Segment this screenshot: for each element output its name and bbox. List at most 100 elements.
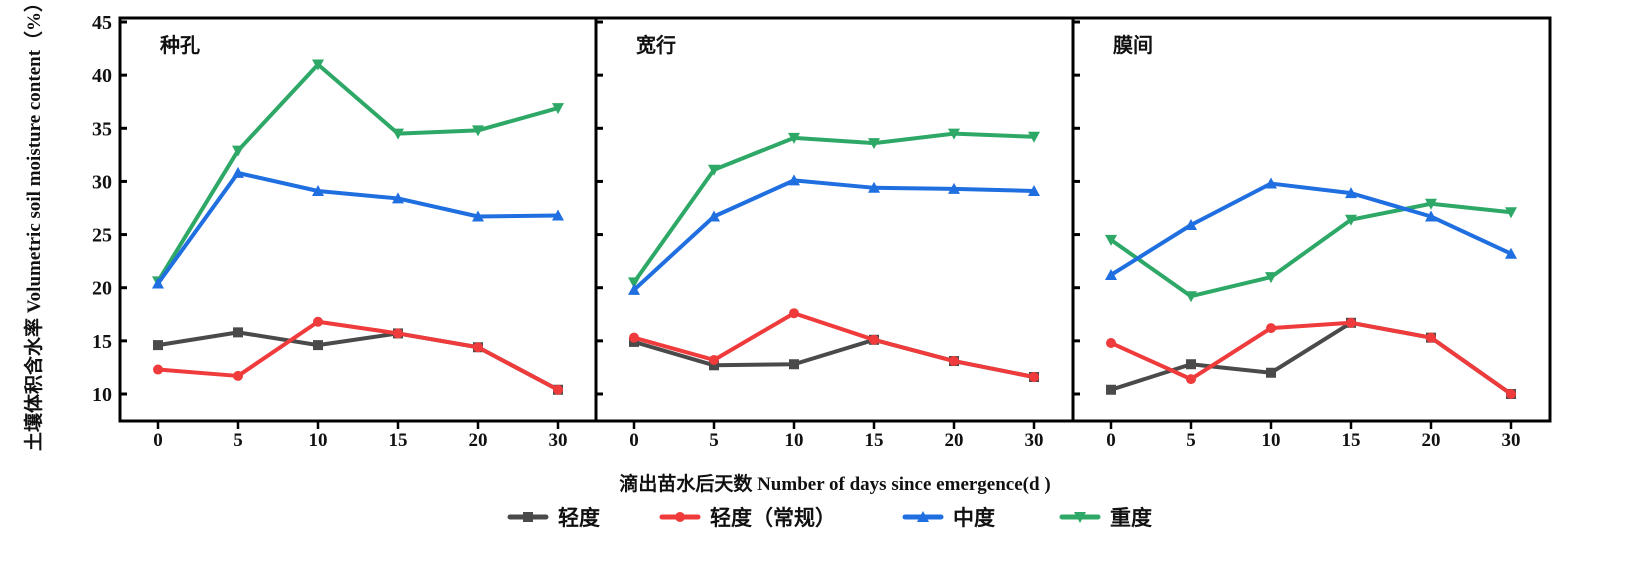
legend: 轻度 轻度（常规） 中度 重度 [507, 506, 1152, 530]
x-tick-label: 10 [1262, 430, 1281, 451]
x-tick-label: 15 [865, 430, 884, 451]
x-tick-label: 5 [1186, 430, 1196, 451]
series-1 [629, 334, 1039, 382]
triangle-up-marker [392, 192, 404, 204]
x-tick-label: 20 [1422, 430, 1441, 451]
triangle-down-marker [392, 128, 404, 140]
series-line [632, 178, 1035, 292]
circle-marker [709, 354, 719, 365]
series-1 [1106, 317, 1516, 399]
triangle-down-marker [708, 164, 720, 176]
legend-item-4: 重度 [1059, 506, 1152, 530]
triangle-up-marker [1185, 219, 1197, 231]
triangle-down-marker [788, 132, 800, 144]
plot-area: 10 15 20 25 30 35 40 45 0 5 10 15 20 30 种孔 0 5 10 15 20 30 宽行… [92, 12, 1552, 451]
triangle-up-marker [1028, 184, 1040, 196]
triangle-up-marker [628, 283, 640, 295]
x-tick-label: 0 [153, 430, 163, 451]
circle-marker [1186, 374, 1196, 385]
triangle-down-marker [232, 145, 244, 157]
legend-item-2: 轻度（常规） [659, 506, 836, 530]
triangle-up-marker [1345, 187, 1357, 199]
y-tick-label: 35 [92, 118, 112, 140]
y-tick-label: 40 [92, 65, 112, 87]
circle-marker [153, 364, 163, 375]
x-tick-label: 20 [945, 430, 964, 451]
circle-marker [1506, 389, 1516, 399]
triangle-down-marker [628, 277, 640, 289]
circle-marker [1346, 317, 1356, 328]
series-2 [1106, 317, 1516, 399]
triangle-down-marker [1505, 207, 1517, 219]
square-marker [789, 359, 799, 370]
square-marker [153, 340, 163, 351]
series-line [156, 170, 559, 285]
series-line [632, 131, 1035, 284]
triangle-down-marker [1185, 291, 1197, 303]
legend-item-3: 中度 [902, 506, 995, 530]
x-tick-label: 20 [469, 430, 488, 451]
square-marker [523, 512, 533, 522]
circle-marker [675, 512, 685, 522]
triangle-down-marker [1425, 198, 1437, 210]
y-axis-label: 土壤体积含水率 Volumetric soil moisture content… [22, 0, 45, 451]
panel-3: 0 5 10 15 20 30 膜间 [1071, 16, 1552, 451]
x-tick-label: 5 [233, 430, 243, 451]
panel-2: 0 5 10 15 20 30 宽行 [594, 16, 1075, 451]
series-line [1109, 181, 1512, 277]
x-tick-label: 10 [309, 430, 328, 451]
x-tick-label: 30 [1025, 430, 1044, 451]
series-4 [628, 128, 1040, 289]
x-tick-label: 10 [785, 430, 804, 451]
triangle-up-marker [232, 166, 244, 178]
triangle-down-marker [1028, 131, 1040, 143]
triangle-up-marker [152, 277, 164, 289]
series-line [157, 330, 559, 392]
x-tick-label: 30 [549, 430, 568, 451]
triangle-up-marker [472, 210, 484, 222]
panel-title: 宽行 [636, 33, 676, 57]
circle-marker [313, 316, 323, 327]
circle-marker [1106, 337, 1116, 348]
circle-marker [393, 328, 403, 339]
series-line [1110, 320, 1513, 396]
series-2 [153, 316, 563, 395]
triangle-up-marker [948, 182, 960, 194]
circle-marker [869, 334, 879, 345]
square-marker [1266, 367, 1276, 378]
series-line [157, 319, 559, 392]
triangle-down-marker [1265, 272, 1277, 284]
series-line [1109, 201, 1512, 299]
circle-marker [789, 308, 799, 319]
panel-frame [594, 16, 1075, 423]
triangle-up-marker [917, 511, 929, 522]
circle-marker [1029, 371, 1039, 382]
series-3 [152, 166, 564, 289]
triangle-up-marker [1425, 210, 1437, 222]
circle-marker [629, 332, 639, 343]
series-line [1110, 320, 1513, 396]
triangle-up-marker [708, 210, 720, 222]
circle-marker [1266, 323, 1276, 334]
legend-label: 轻度 [558, 506, 600, 530]
y-tick-label: 20 [92, 278, 112, 300]
panel-title: 种孔 [159, 34, 200, 57]
panel-1: 10 15 20 25 30 35 40 45 0 5 10 15 20 30 种孔 [92, 12, 598, 451]
y-tick-label: 45 [92, 12, 112, 34]
triangle-up-marker [312, 184, 324, 196]
legend-label: 中度 [953, 506, 995, 530]
panel-frame [118, 16, 598, 423]
square-marker [1186, 359, 1196, 370]
x-tick-label: 5 [709, 430, 719, 451]
triangle-down-marker [868, 138, 880, 150]
triangle-down-marker [1074, 512, 1086, 523]
panel-title: 膜间 [1112, 33, 1153, 57]
y-tick-label: 25 [92, 225, 112, 247]
triangle-up-marker [1105, 268, 1117, 280]
x-tick-label: 0 [1106, 430, 1116, 451]
x-tick-label: 0 [629, 430, 639, 451]
legend-label: 重度 [1110, 506, 1152, 530]
square-marker [709, 360, 719, 371]
x-axis-label: 滴出苗水后天数 Number of days since emergence(d… [619, 472, 1050, 495]
